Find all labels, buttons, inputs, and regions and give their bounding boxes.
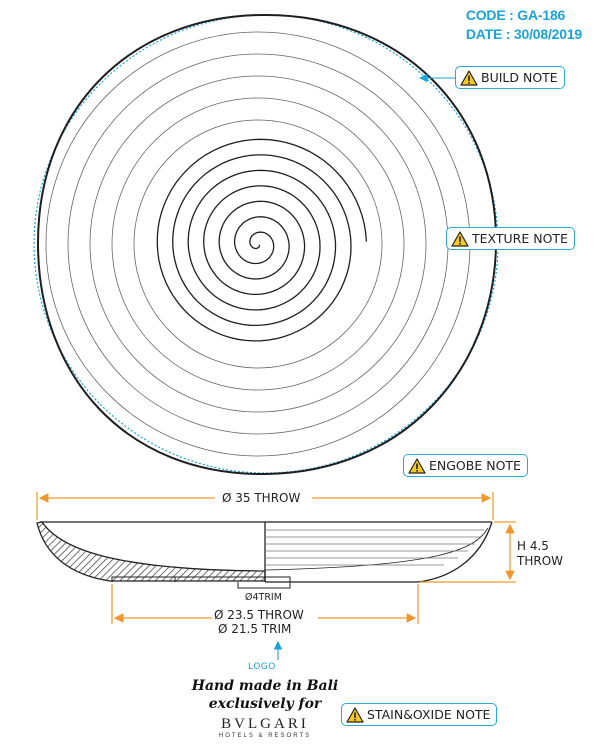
- trim-label: Ø4TRIM: [245, 592, 282, 603]
- code-text: CODE : GA-186: [465, 7, 566, 23]
- build-note-label: BUILD NOTE: [481, 70, 558, 85]
- section-wall: [36, 521, 266, 582]
- date-text: DATE : 30/08/2019: [465, 26, 582, 42]
- spiral-texture: [156, 138, 368, 342]
- brand-logo: BVLGARI: [221, 716, 309, 732]
- engobe-note-label: ENGOBE NOTE: [429, 458, 521, 473]
- engobe-note[interactable]: ENGOBE NOTE: [403, 454, 528, 477]
- side-view: [36, 521, 493, 589]
- diameter-throw-label: Ø 35 THROW: [222, 491, 301, 505]
- height-label: H 4.5 THROW: [517, 539, 563, 569]
- texture-note[interactable]: TEXTURE NOTE: [446, 227, 575, 250]
- texture-note-label: TEXTURE NOTE: [472, 231, 568, 246]
- plate-outline: [36, 13, 498, 476]
- handmade-text: Hand made in Bali exclusively for: [190, 677, 340, 713]
- handmade-line1: Hand made in Bali: [191, 678, 339, 694]
- drawing-header: CODE : GA-186 DATE : 30/08/2019: [466, 6, 582, 44]
- concentric-rings: [45, 31, 471, 457]
- leader-lines: [273, 73, 455, 660]
- stain-oxide-note[interactable]: STAIN&OXIDE NOTE: [341, 703, 498, 726]
- warning-triangle-icon: [460, 69, 478, 86]
- warning-triangle-icon: [408, 457, 426, 474]
- warning-triangle-icon: [451, 230, 469, 247]
- height-line2: THROW: [517, 554, 564, 568]
- handmade-line2: exclusively for: [208, 696, 322, 712]
- plate-outline-dotted: [33, 14, 499, 474]
- warning-triangle-icon: [346, 706, 364, 723]
- logo-label: LOGO: [248, 662, 276, 672]
- base-throw-label: Ø 23.5 THROW: [214, 608, 304, 622]
- base-trim-label: Ø 21.5 TRIM: [218, 622, 292, 636]
- stain-oxide-note-label: STAIN&OXIDE NOTE: [367, 707, 491, 722]
- dimension-top: [36, 492, 494, 520]
- side-view-rings: [265, 529, 484, 566]
- brand-sub: HOTELS & RESORTS: [218, 733, 312, 739]
- dimension-base: [111, 584, 419, 624]
- dimension-height: [420, 521, 516, 583]
- build-note[interactable]: BUILD NOTE: [455, 66, 565, 89]
- height-line1: H 4.5: [517, 539, 549, 553]
